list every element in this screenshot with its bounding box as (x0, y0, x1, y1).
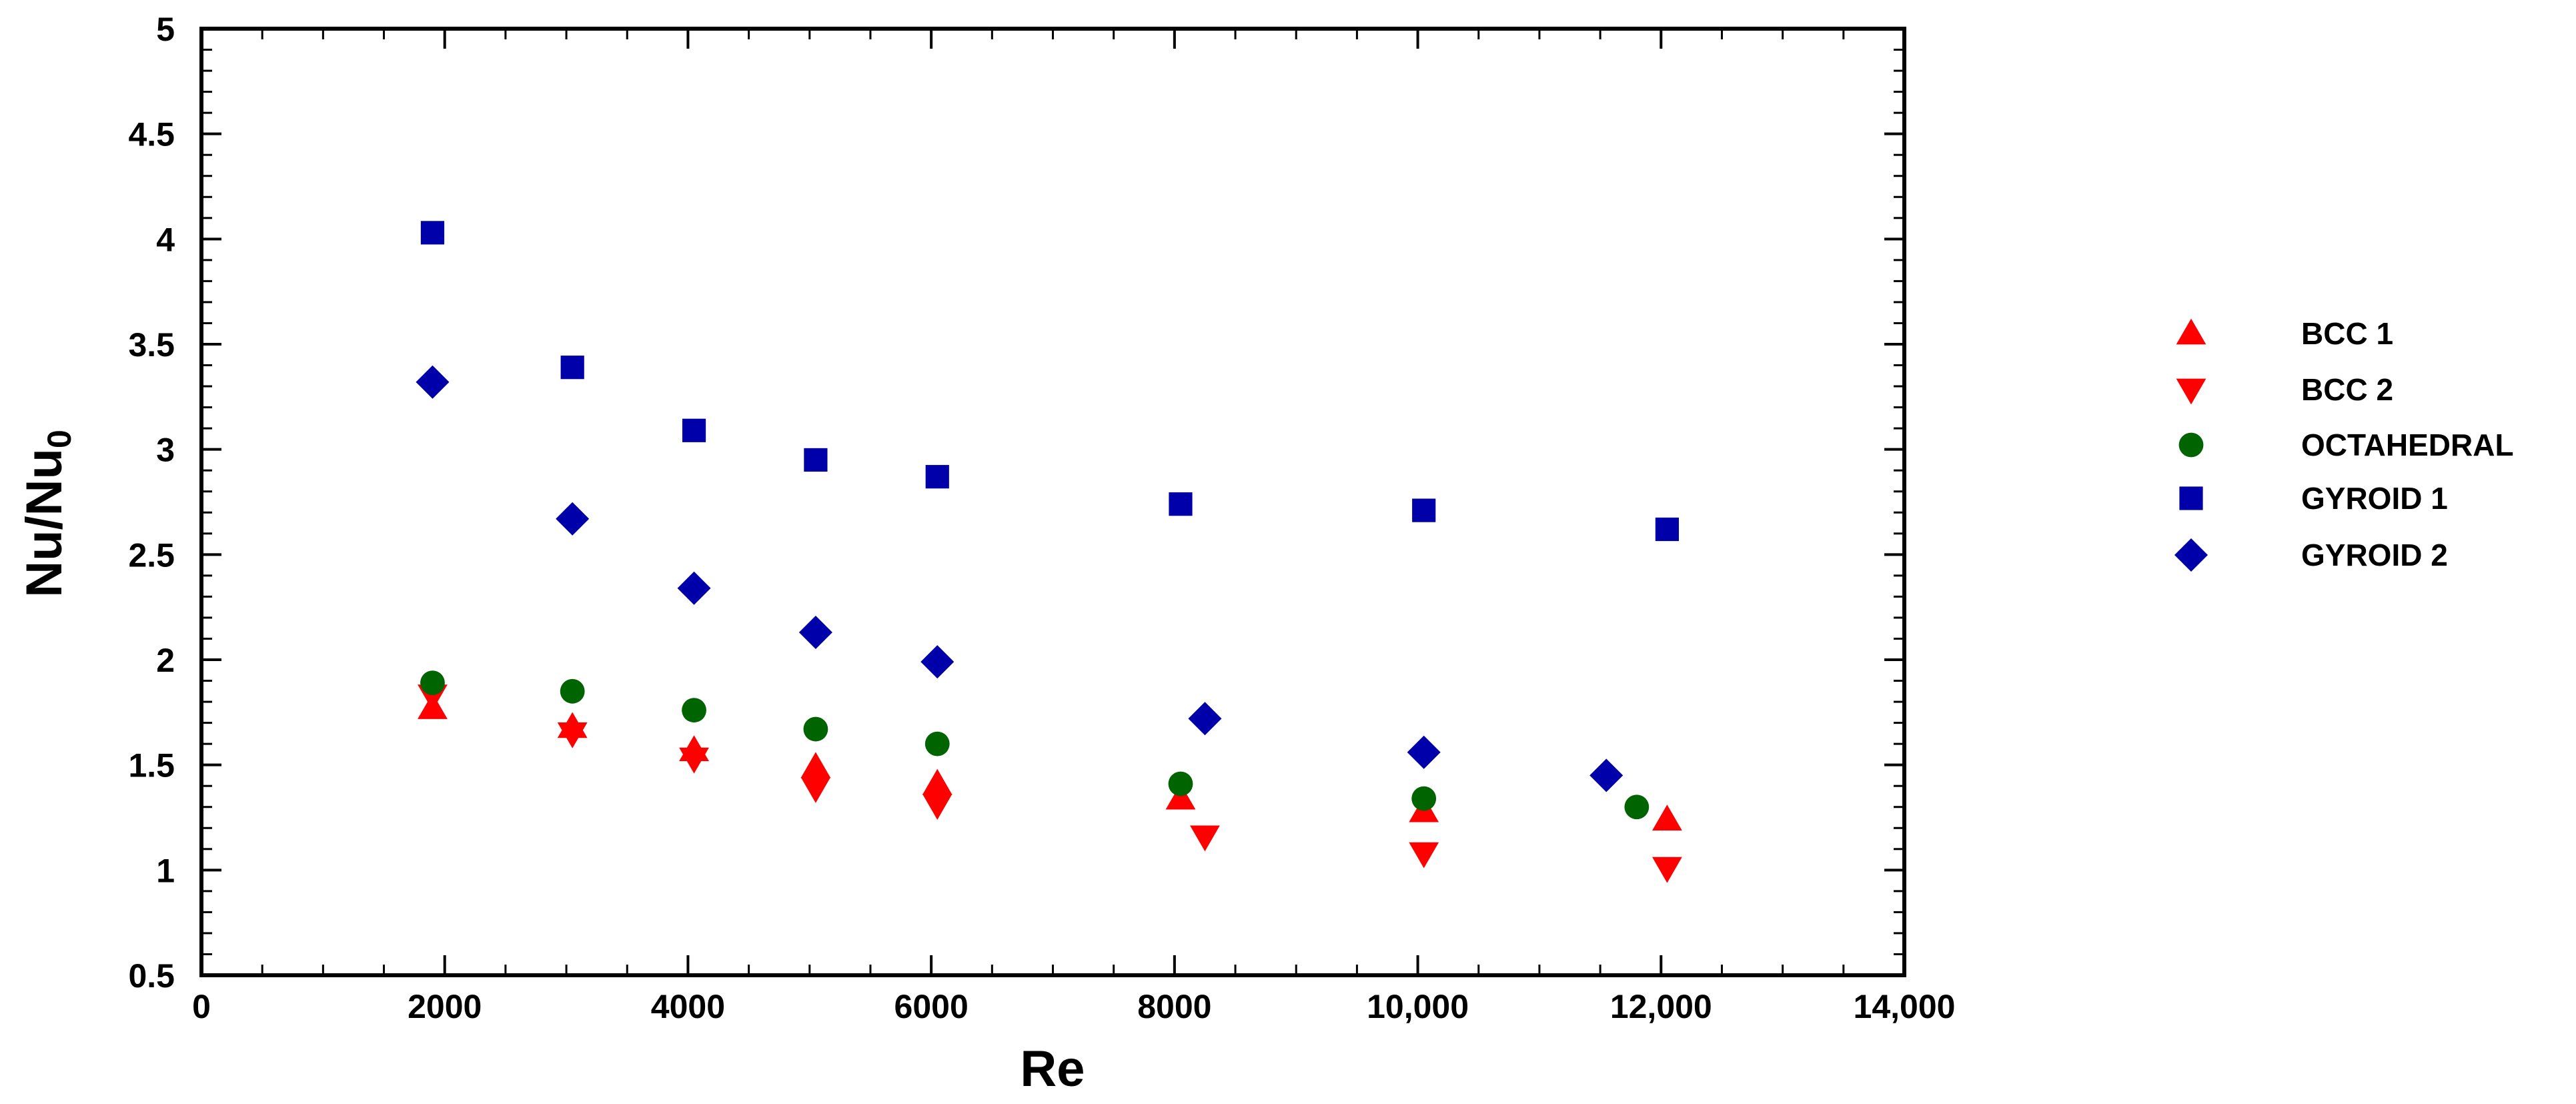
data-point (1165, 783, 1196, 810)
x-tick-label: 2000 (408, 988, 482, 1025)
legend-label: BCC 2 (2301, 372, 2393, 407)
data-point (1412, 498, 1436, 522)
legend-marker (2176, 318, 2206, 345)
data-point (556, 502, 590, 536)
legend-marker (2174, 538, 2208, 572)
data-point (1652, 804, 1682, 831)
data-point (925, 465, 949, 489)
legend-label: OCTAHEDRAL (2301, 428, 2514, 462)
data-point (1169, 492, 1193, 516)
axis-ticks (200, 27, 1906, 977)
axis-tick-labels: 0 2000 4000 6000 8000 10,000 12,000 14,000 0.5 1 1… (128, 11, 1955, 1025)
y-tick-label: 3.5 (128, 326, 175, 364)
y-axis-title: Nu/Nu0 (16, 430, 78, 598)
data-point (416, 365, 450, 399)
data-point (679, 747, 709, 774)
legend-marker (2179, 486, 2203, 510)
y-axis-title-main: Nu/Nu (16, 448, 73, 598)
y-tick-label: 2 (156, 642, 175, 679)
legend-marker (2178, 432, 2204, 458)
y-tick-label: 4.5 (128, 116, 175, 153)
x-tick-label: 0 (192, 988, 211, 1025)
legend-label: GYROID 1 (2301, 481, 2448, 516)
data-point (1409, 842, 1439, 869)
legend-item: BCC 2 (2176, 372, 2393, 407)
x-tick-label: 4000 (651, 988, 725, 1025)
data-point (682, 698, 706, 723)
data-point (1652, 857, 1682, 883)
data-point (1411, 786, 1437, 811)
data-point (920, 645, 954, 679)
y-tick-label: 3 (156, 432, 175, 469)
data-point (560, 678, 585, 704)
legend-marker (2176, 378, 2206, 405)
data-point (682, 418, 706, 442)
x-axis-title: Re (1020, 1041, 1085, 1097)
series-gyroid-1 (420, 221, 1680, 542)
legend-label: GYROID 2 (2301, 538, 2448, 572)
data-point (1407, 735, 1441, 769)
data-point (922, 794, 952, 820)
legend-item: GYROID 2 (2174, 538, 2448, 572)
y-tick-label: 1.5 (128, 747, 175, 784)
data-point (1624, 794, 1650, 820)
data-point (420, 670, 445, 696)
y-tick-label: 5 (156, 11, 175, 48)
data-points (416, 221, 1682, 883)
series-octahedral (420, 670, 1650, 820)
x-tick-label: 6000 (894, 988, 969, 1025)
data-point (1188, 702, 1222, 736)
x-tick-label: 14,000 (1854, 988, 1956, 1025)
legend: BCC 1 BCC 2 OCTAHEDRAL GYROID 1 GYROID 2 (2174, 316, 2514, 572)
data-point (1589, 758, 1624, 792)
data-point (1190, 825, 1220, 852)
data-point (804, 448, 828, 472)
data-point (798, 616, 832, 650)
legend-item: BCC 1 (2176, 316, 2393, 351)
x-tick-label: 8000 (1137, 988, 1211, 1025)
x-tick-label: 10,000 (1367, 988, 1469, 1025)
y-tick-label: 1 (156, 852, 175, 889)
data-point (922, 768, 952, 795)
data-point (677, 571, 711, 605)
data-point (420, 221, 445, 245)
legend-item: GYROID 1 (2179, 481, 2448, 516)
y-axis-title-subscript: 0 (41, 430, 78, 448)
data-point (560, 356, 584, 380)
series-gyroid-2 (416, 365, 1624, 792)
y-tick-label: 4 (156, 221, 175, 258)
data-point (557, 722, 588, 748)
data-point (803, 716, 828, 742)
data-point (1655, 517, 1680, 542)
y-tick-label: 2.5 (128, 536, 175, 574)
data-point (800, 752, 831, 778)
legend-item: OCTAHEDRAL (2178, 428, 2514, 462)
legend-label: BCC 1 (2301, 316, 2393, 351)
y-tick-label: 0.5 (128, 957, 175, 995)
data-point (1168, 771, 1193, 796)
data-point (800, 776, 831, 803)
x-tick-label: 12,000 (1610, 988, 1712, 1025)
data-point (924, 731, 950, 756)
